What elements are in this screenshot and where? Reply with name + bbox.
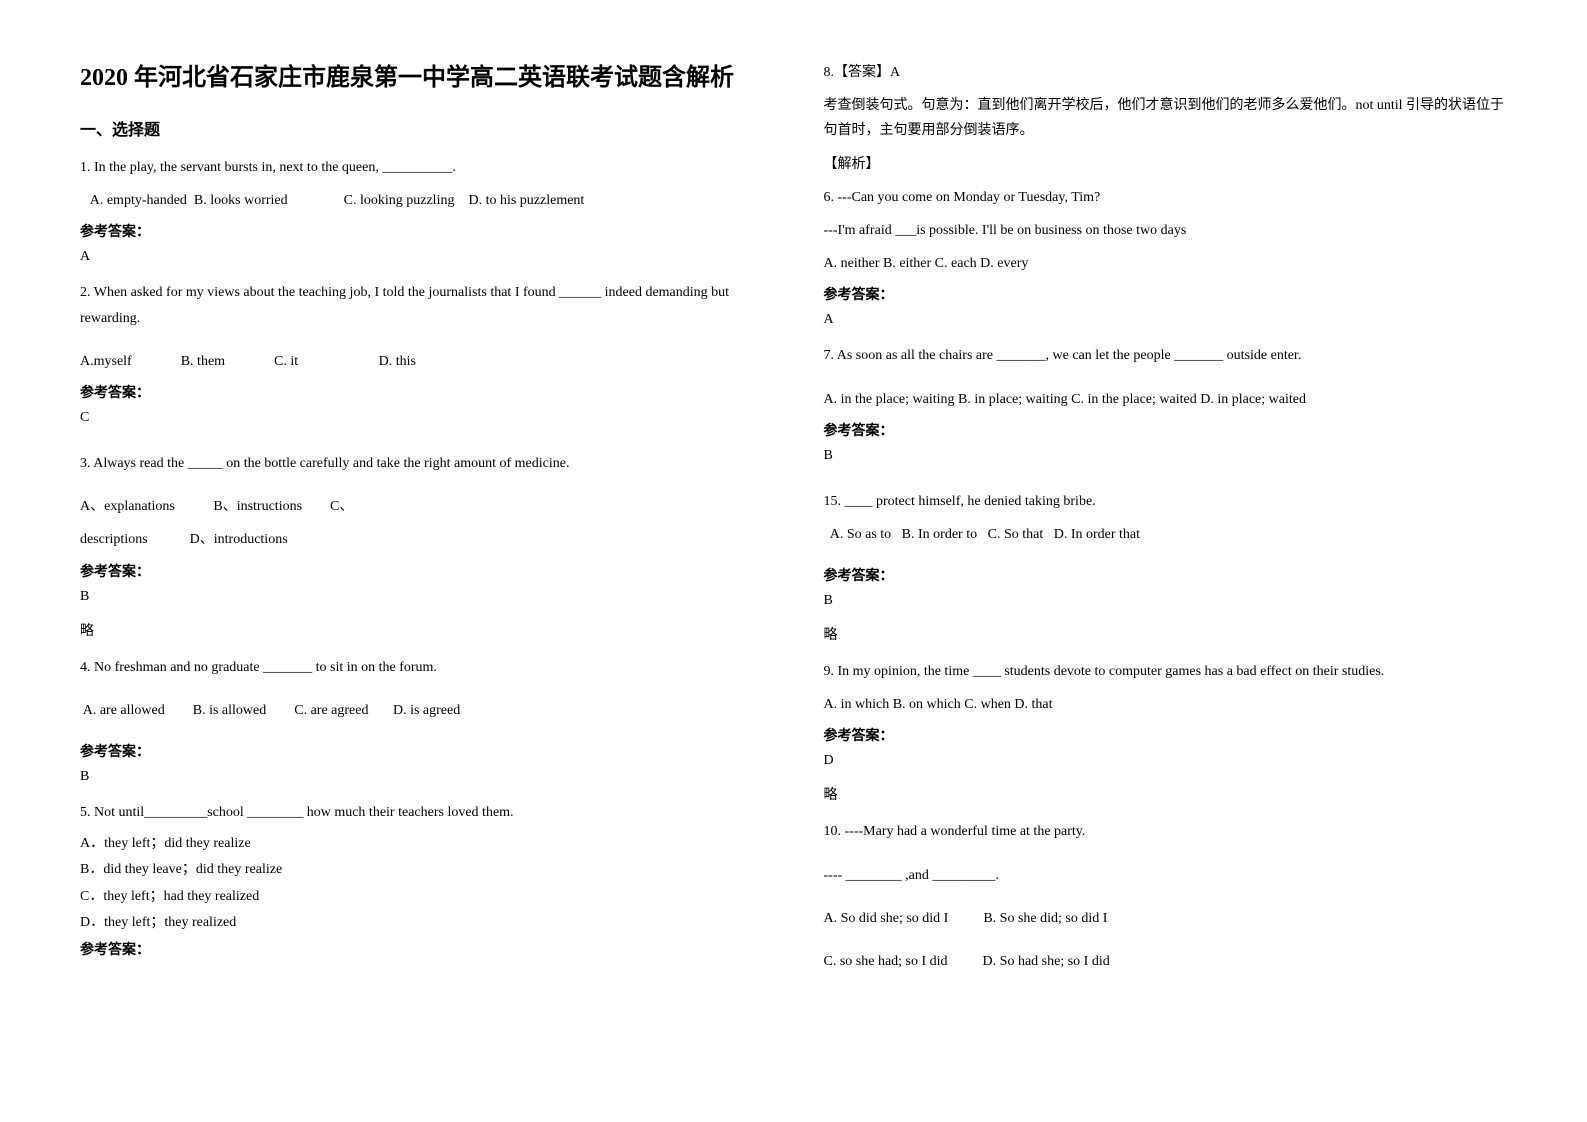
q2-answer-label: 参考答案： (80, 382, 764, 402)
q5-opt-a: A．they left；did they realize (80, 833, 764, 855)
q5-text: 5. Not until_________school ________ how… (80, 800, 764, 825)
q10-options-line1: A. So did she; so did I B. So she did; s… (824, 906, 1508, 931)
q4-text: 4. No freshman and no graduate _______ t… (80, 655, 764, 680)
q5-analysis-label: 【解析】 (824, 152, 1508, 177)
q5-opt-d: D．they left；they realized (80, 912, 764, 934)
q4-options: A. are allowed B. is allowed C. are agre… (80, 698, 764, 723)
q9-answer: D (824, 753, 1508, 769)
q15-answer: B (824, 593, 1508, 609)
q9-answer-label: 参考答案： (824, 725, 1508, 745)
q7-text: 7. As soon as all the chairs are _______… (824, 343, 1508, 368)
q10-text2: ---- ________ ,and _________. (824, 863, 1508, 888)
q6-answer: A (824, 312, 1508, 328)
q6-text: 6. ---Can you come on Monday or Tuesday,… (824, 185, 1508, 210)
q2-options: A.myself B. them C. it D. this (80, 349, 764, 374)
q2-answer: C (80, 410, 764, 426)
q6-text2: ---I'm afraid ___is possible. I'll be on… (824, 218, 1508, 243)
q10-options-line2: C. so she had; so I did D. So had she; s… (824, 949, 1508, 974)
q9-options: A. in which B. on which C. when D. that (824, 692, 1508, 717)
section-header: 一、选择题 (80, 116, 764, 140)
q4-answer: B (80, 769, 764, 785)
q5-answer-label: 参考答案： (80, 939, 764, 959)
q5-opt-b: B．did they leave；did they realize (80, 859, 764, 881)
q6-answer-label: 参考答案： (824, 284, 1508, 304)
q1-options: A. empty-handed B. looks worried C. look… (80, 188, 764, 213)
q3-answer: B (80, 589, 764, 605)
q9-note: 略 (824, 784, 1508, 804)
q5-opt-c: C．they left；had they realized (80, 886, 764, 908)
q1-answer: A (80, 249, 764, 265)
q1-text: 1. In the play, the servant bursts in, n… (80, 155, 764, 180)
q10-text: 10. ----Mary had a wonderful time at the… (824, 819, 1508, 844)
q15-text: 15. ____ protect himself, he denied taki… (824, 489, 1508, 514)
q7-options: A. in the place; waiting B. in place; wa… (824, 387, 1508, 412)
q7-answer-label: 参考答案： (824, 420, 1508, 440)
right-column: 8.【答案】A 考查倒装句式。句意为：直到他们离开学校后，他们才意识到他们的老师… (824, 60, 1508, 1062)
q3-note: 略 (80, 620, 764, 640)
left-column: 2020 年河北省石家庄市鹿泉第一中学高二英语联考试题含解析 一、选择题 1. … (80, 60, 764, 1062)
q4-answer-label: 参考答案： (80, 741, 764, 761)
q9-text: 9. In my opinion, the time ____ students… (824, 659, 1508, 684)
q3-text: 3. Always read the _____ on the bottle c… (80, 451, 764, 476)
q3-options-line1: A、explanations B、instructions C、 (80, 494, 764, 519)
q15-options: A. So as to B. In order to C. So that D.… (824, 522, 1508, 547)
q3-answer-label: 参考答案： (80, 561, 764, 581)
q3-options-line2: descriptions D、introductions (80, 527, 764, 552)
q1-answer-label: 参考答案： (80, 221, 764, 241)
page-title: 2020 年河北省石家庄市鹿泉第一中学高二英语联考试题含解析 (80, 60, 764, 96)
q5-answer-header: 8.【答案】A (824, 60, 1508, 85)
q2-text: 2. When asked for my views about the tea… (80, 280, 764, 330)
q15-note: 略 (824, 624, 1508, 644)
q7-answer: B (824, 448, 1508, 464)
q6-options: A. neither B. either C. each D. every (824, 251, 1508, 276)
q5-explanation: 考查倒装句式。句意为：直到他们离开学校后，他们才意识到他们的老师多么爱他们。no… (824, 93, 1508, 143)
q15-answer-label: 参考答案： (824, 565, 1508, 585)
